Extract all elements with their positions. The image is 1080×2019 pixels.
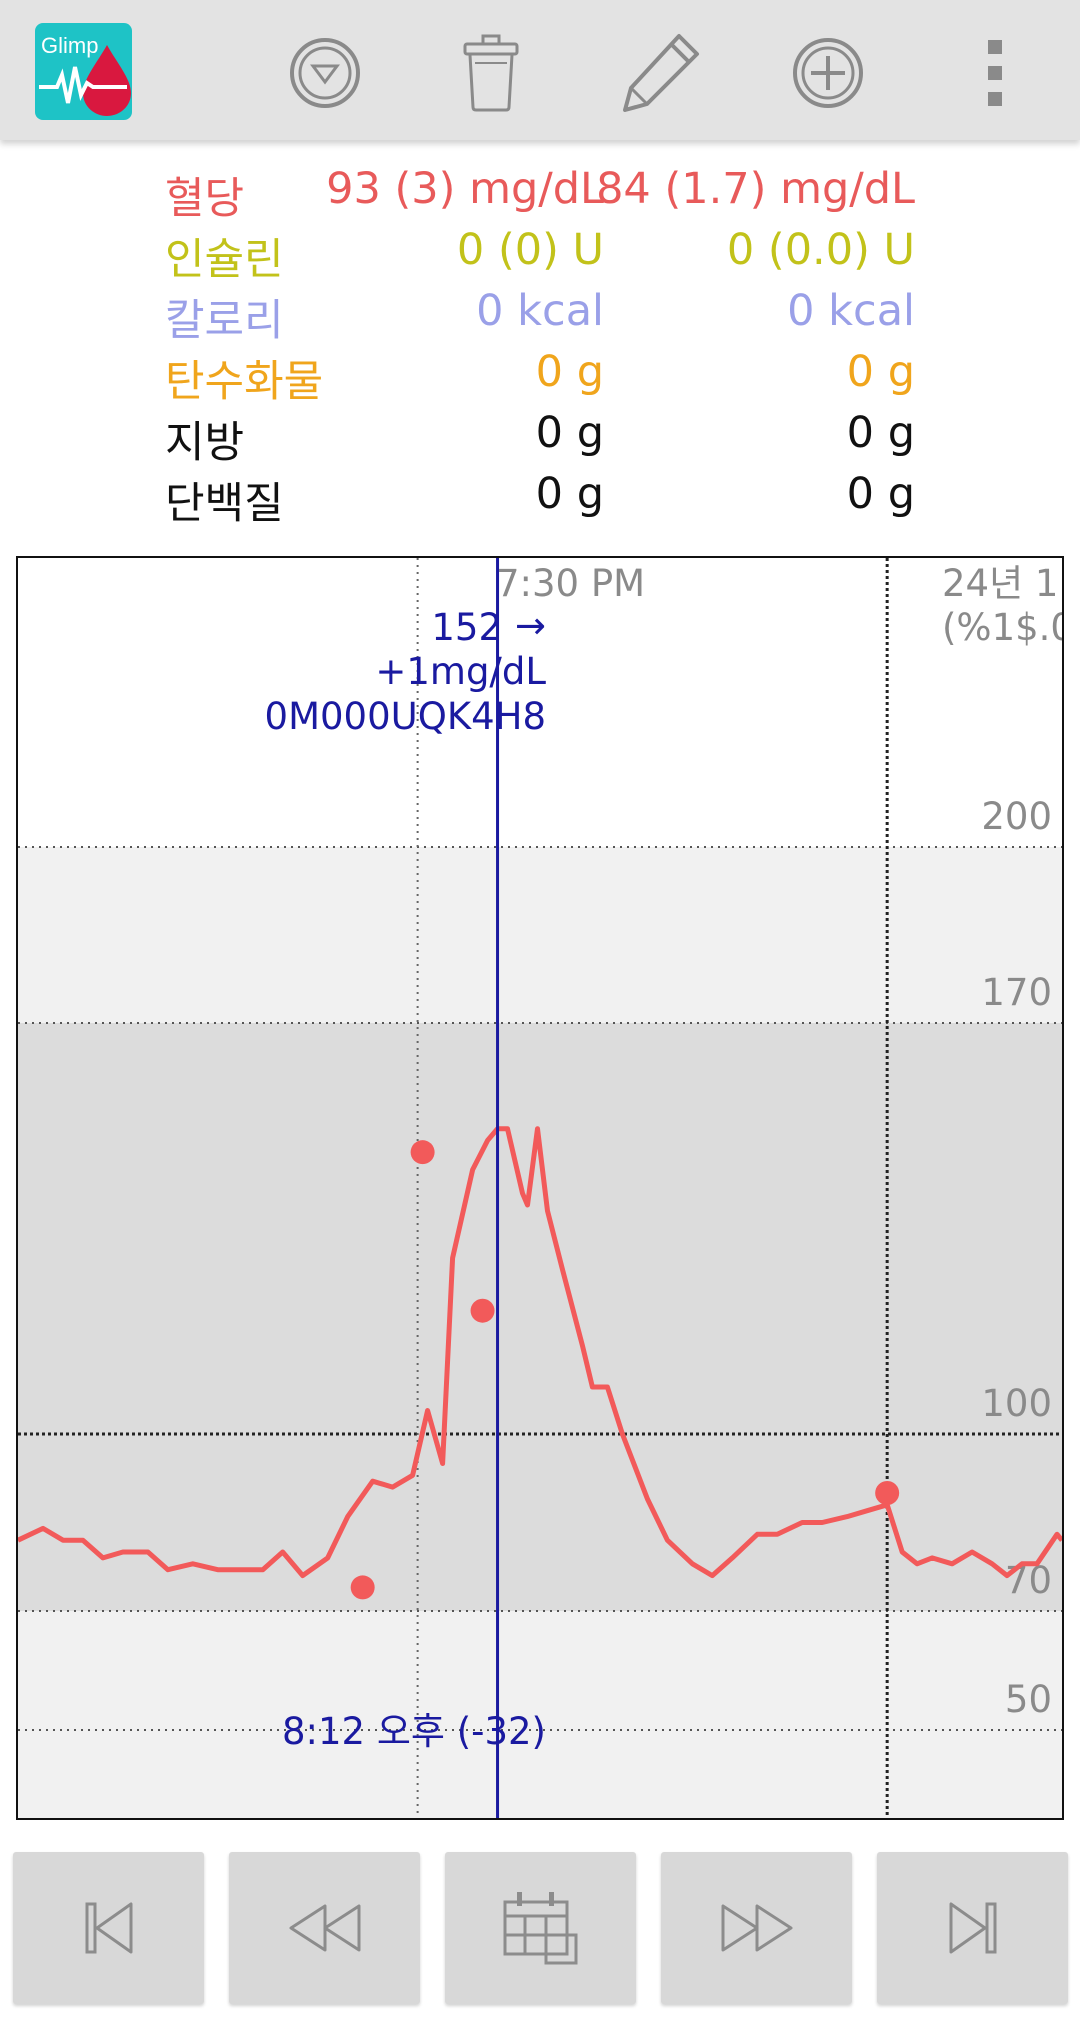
edit-button[interactable] bbox=[615, 25, 705, 120]
stat-value-period2: 0 (0.0) U bbox=[726, 225, 915, 275]
skip-forward-icon bbox=[949, 1902, 996, 1954]
stat-value-period1: 0 (0) U bbox=[456, 225, 604, 275]
y-tick-label: 170 bbox=[981, 971, 1052, 1014]
rewind-button[interactable] bbox=[229, 1852, 420, 2004]
y-tick-label: 50 bbox=[1005, 1678, 1052, 1721]
glucose-reading-point[interactable] bbox=[410, 1140, 435, 1165]
stat-value-period2: 0 g bbox=[846, 469, 915, 519]
glucose-chart[interactable]: 200 170 100 70 50 7:30 PM 24년 1 (%1$.0 152 →… bbox=[16, 556, 1064, 1820]
more-vertical-icon bbox=[988, 39, 1002, 106]
stat-value-period2: 0 g bbox=[846, 408, 915, 458]
stat-value-period2: 0 kcal bbox=[787, 286, 915, 336]
y-tick-label: 100 bbox=[981, 1382, 1052, 1425]
cursor-sensor-id: 0M000UQK4H8 bbox=[265, 695, 546, 738]
chevron-down-circle-icon bbox=[290, 37, 360, 108]
delete-button[interactable] bbox=[446, 25, 536, 120]
calendar-button[interactable] bbox=[445, 1852, 636, 2004]
app-logo-text: Glimp bbox=[41, 33, 99, 58]
plus-circle-icon bbox=[793, 37, 863, 108]
stat-label: 지방 bbox=[165, 418, 245, 468]
y-tick-label: 200 bbox=[981, 795, 1052, 838]
stat-value-period2: 84 (1.7) mg/dL bbox=[596, 164, 915, 214]
fast-forward-button[interactable] bbox=[661, 1852, 852, 2004]
skip-back-icon bbox=[85, 1902, 132, 1954]
stat-row-carbs: 탄수화물 0 g 0 g bbox=[0, 347, 1080, 407]
stat-value-period1: 0 g bbox=[535, 347, 604, 397]
calendar-icon bbox=[503, 1892, 577, 1965]
stat-row-glucose: 혈당 93 (3) mg/dL 84 (1.7) mg/dL bbox=[0, 164, 1080, 224]
cursor-trend-arrow: → bbox=[515, 604, 546, 647]
stat-label: 인슐린 bbox=[165, 235, 284, 285]
chart-date-format-label: (%1$.0 bbox=[942, 606, 1062, 649]
stat-value-period1: 0 kcal bbox=[476, 286, 604, 336]
stats-panel: 혈당 93 (3) mg/dL 84 (1.7) mg/dL 인슐린 0 (0)… bbox=[0, 150, 1080, 530]
glucose-reading-point[interactable] bbox=[470, 1298, 495, 1323]
fast-forward-icon bbox=[721, 1904, 792, 1952]
dropdown-button[interactable] bbox=[280, 25, 370, 120]
cursor-glucose-value: 152 bbox=[431, 606, 502, 649]
stat-label: 탄수화물 bbox=[165, 357, 324, 407]
app-logo[interactable]: Glimp bbox=[35, 23, 132, 120]
high-range-band bbox=[18, 847, 1062, 1023]
stat-value-period1: 0 g bbox=[535, 408, 604, 458]
blood-drop-icon bbox=[39, 45, 131, 116]
glucose-reading-point[interactable] bbox=[350, 1575, 375, 1600]
stat-value-period1: 0 g bbox=[535, 469, 604, 519]
toolbar: Glimp bbox=[0, 0, 1080, 140]
cursor-delta-value: +1mg/dL bbox=[375, 650, 546, 693]
target-range-band bbox=[18, 1023, 1062, 1611]
stat-row-calories: 칼로리 0 kcal 0 kcal bbox=[0, 286, 1080, 346]
stat-value-period1: 93 (3) mg/dL bbox=[326, 164, 604, 214]
pencil-icon bbox=[623, 33, 699, 112]
stat-row-fat: 지방 0 g 0 g bbox=[0, 408, 1080, 468]
stat-value-period2: 0 g bbox=[846, 347, 915, 397]
skip-to-end-button[interactable] bbox=[877, 1852, 1068, 2004]
add-button[interactable] bbox=[783, 25, 873, 120]
chart-time-label: 7:30 PM bbox=[496, 562, 645, 605]
stat-label: 칼로리 bbox=[165, 296, 284, 346]
glucose-line-series bbox=[18, 1126, 1062, 1579]
stat-label: 혈당 bbox=[165, 174, 245, 224]
chart-date-label: 24년 1 bbox=[942, 562, 1058, 605]
skip-to-start-button[interactable] bbox=[13, 1852, 204, 2004]
more-button[interactable] bbox=[950, 25, 1040, 120]
rewind-icon bbox=[289, 1904, 360, 1952]
trash-icon bbox=[463, 34, 519, 111]
stat-row-protein: 단백질 0 g 0 g bbox=[0, 469, 1080, 529]
cursor-time-label: 8:12 오후 (-32) bbox=[282, 1710, 546, 1753]
glucose-reading-point[interactable] bbox=[875, 1481, 900, 1505]
stat-label: 단백질 bbox=[165, 479, 284, 529]
stat-row-insulin: 인슐린 0 (0) U 0 (0.0) U bbox=[0, 225, 1080, 285]
